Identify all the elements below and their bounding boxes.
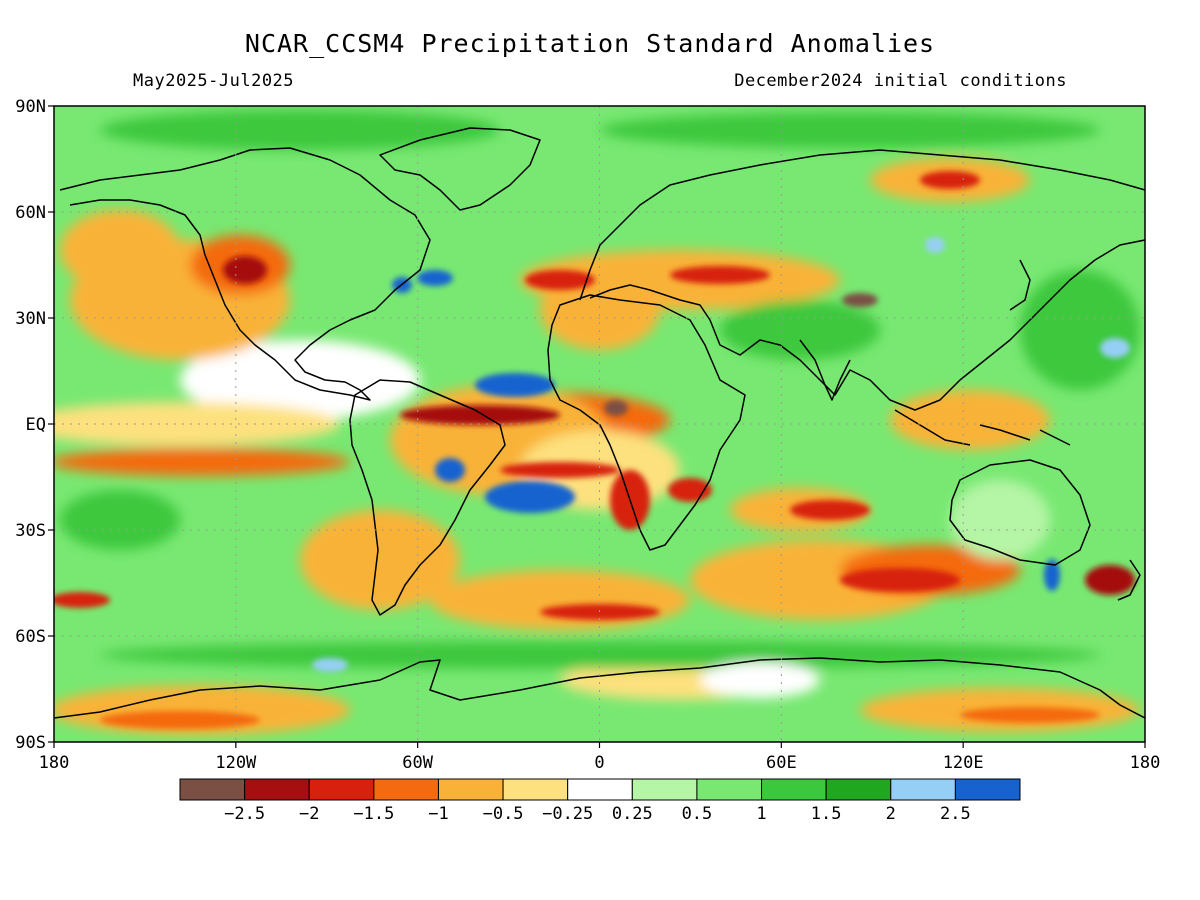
field-patch xyxy=(54,402,340,446)
field-patch xyxy=(720,300,880,360)
colorbar-swatch xyxy=(373,778,439,801)
field-patch xyxy=(700,662,820,698)
field-patch xyxy=(54,448,350,476)
field-patch xyxy=(525,270,595,290)
field-patch xyxy=(100,110,500,150)
lat-tick-label: 90N xyxy=(15,97,46,117)
field-patch xyxy=(60,490,180,550)
field-patch xyxy=(1044,559,1060,591)
lon-tick-label: 60E xyxy=(766,753,797,773)
field-patch xyxy=(670,266,770,284)
field-patch xyxy=(668,478,712,502)
lat-tick-label: 30S xyxy=(15,521,46,541)
lat-tick-label: 60S xyxy=(15,627,46,647)
field-patch xyxy=(920,171,980,189)
colorbar-label: 1 xyxy=(756,804,766,824)
coastline-new-zealand xyxy=(1117,559,1141,601)
colorbar-swatch xyxy=(954,778,1021,801)
colorbar-label: 1.5 xyxy=(811,804,842,824)
lat-tick-label: 60N xyxy=(15,203,46,223)
colorbar-swatch xyxy=(437,778,504,801)
field-patch xyxy=(960,707,1100,723)
field-patch xyxy=(54,592,110,608)
colorbar-label: 0.5 xyxy=(682,804,713,824)
coastline-south-america xyxy=(349,379,506,616)
colorbar-swatch xyxy=(244,778,310,801)
field-patch xyxy=(430,570,690,630)
colorbar-swatch xyxy=(179,778,246,801)
colorbar-label: −0.5 xyxy=(483,804,524,824)
colorbar-label: −2 xyxy=(299,804,319,824)
figure-title: NCAR_CCSM4 Precipitation Standard Anomal… xyxy=(245,29,935,58)
field-patch xyxy=(1020,270,1140,390)
coastline-greenland xyxy=(379,127,541,211)
field-patch xyxy=(60,210,180,290)
coastline-eurasia xyxy=(579,149,1145,411)
field-patch xyxy=(600,112,1100,148)
colorbar-swatch xyxy=(825,778,892,801)
field-patch xyxy=(500,462,620,478)
field-patch xyxy=(840,568,960,592)
colorbar: −2.5 −2 −1.5 −1 −0.5 −0.25 0.25 0.5 1 1.5 2 2.5 xyxy=(179,778,1021,824)
field-patch xyxy=(790,500,870,520)
field-patch xyxy=(1085,565,1135,595)
lon-tick-label: 180 xyxy=(1130,753,1161,773)
field-patch xyxy=(435,458,465,482)
colorbar-label: −1.5 xyxy=(353,804,394,824)
field-patch xyxy=(100,711,260,729)
colorbar-label: 2 xyxy=(886,804,896,824)
colorbar-swatch xyxy=(696,778,763,801)
field-patch xyxy=(312,658,348,672)
precipitation-anomaly-field xyxy=(54,106,1145,742)
field-patch xyxy=(950,480,1050,560)
coastline-north-america xyxy=(59,147,431,401)
field-patch xyxy=(925,237,945,253)
field-patch xyxy=(300,510,460,610)
colorbar-swatch xyxy=(308,778,375,801)
colorbar-label: −1 xyxy=(428,804,448,824)
colorbar-label: −2.5 xyxy=(224,804,265,824)
colorbar-swatch xyxy=(761,778,827,801)
lon-tick-label: 120E xyxy=(943,753,984,773)
field-patch xyxy=(485,481,575,513)
coastline-australia xyxy=(949,459,1091,566)
colorbar-label: 0.25 xyxy=(612,804,653,824)
field-patch xyxy=(540,270,660,350)
field-patch xyxy=(180,340,420,420)
colorbar-label: −0.25 xyxy=(542,804,593,824)
colorbar-swatch xyxy=(567,778,633,801)
lat-tick-label: 30N xyxy=(15,309,46,329)
field-patch xyxy=(890,390,1050,450)
gridlines xyxy=(54,106,1145,742)
forecast-period: May2025-Jul2025 xyxy=(133,71,294,91)
lon-tick-label: 180 xyxy=(39,753,70,773)
field-patch xyxy=(475,373,555,397)
coastline-africa xyxy=(547,294,746,551)
lon-tick-label: 120W xyxy=(215,753,257,773)
lon-tick-label: 60W xyxy=(402,753,433,773)
lat-tick-label: EQ xyxy=(26,415,46,435)
field-patch xyxy=(604,400,628,416)
coastline-india xyxy=(799,339,851,401)
coastline-indonesia xyxy=(894,409,1071,446)
lat-tick-label: 90S xyxy=(15,733,46,753)
colorbar-swatch xyxy=(631,778,698,801)
field-patch xyxy=(400,405,560,425)
field-patch xyxy=(417,270,453,286)
colorbar-swatch xyxy=(890,778,956,801)
colorbar-swatch xyxy=(502,778,569,801)
field-patch xyxy=(223,256,267,284)
coastlines xyxy=(54,127,1145,719)
field-patch xyxy=(100,641,1100,669)
field-patch xyxy=(842,293,878,307)
field-patch xyxy=(1100,338,1130,358)
initial-conditions: December2024 initial conditions xyxy=(734,71,1067,91)
colorbar-label: 2.5 xyxy=(940,804,971,824)
coastline-antarctica xyxy=(54,657,1145,719)
coastline-japan xyxy=(1009,259,1031,311)
lon-tick-label: 0 xyxy=(594,753,604,773)
